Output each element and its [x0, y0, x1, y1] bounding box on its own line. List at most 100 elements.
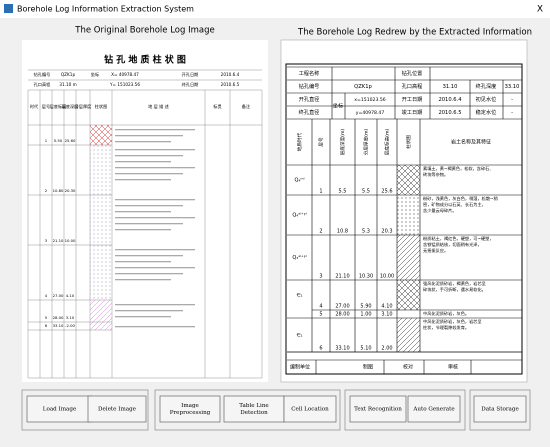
hatch — [90, 245, 112, 300]
hatch — [90, 145, 112, 195]
button-group — [344, 389, 466, 431]
column-header: 时代 — [30, 103, 39, 110]
desc-scribble — [115, 229, 171, 231]
layer-depth: 21.10 — [53, 238, 64, 243]
desc-scribble — [115, 179, 171, 181]
description: 砖块等杂物。 — [423, 171, 448, 178]
info-text: 开孔日期 — [182, 71, 199, 78]
description: 密，矿物成分以石英、长石为主， — [423, 201, 486, 208]
header-cell: 孔口高程 — [402, 82, 423, 90]
info-text: 孔口高程 — [34, 81, 52, 88]
desc-scribble — [115, 223, 183, 225]
column-header: 层号 — [319, 137, 325, 147]
description: 素填土，黄~褐黄色，松软，含碎石、 — [423, 165, 494, 172]
elevation: 20.3 — [381, 229, 392, 235]
desc-scribble — [115, 316, 171, 318]
header-cell: 钻孔编号 — [299, 82, 320, 90]
layer-no: 2 — [319, 229, 322, 235]
lithology-hatch — [397, 195, 420, 235]
column-header: 地 层 描 述 — [148, 103, 170, 110]
description: 柱状，节理裂隙较发育。 — [423, 324, 469, 331]
button-label: Cell Location — [291, 407, 329, 413]
column-header: 地质时代 — [296, 132, 303, 151]
button[interactable] — [283, 395, 337, 423]
thickness: 5.90 — [360, 304, 371, 310]
info-text: QZK1p — [61, 72, 76, 77]
layer-no: 4 — [45, 293, 48, 298]
description: 含铁锰质结核，切面稍有光泽， — [423, 241, 482, 248]
header-cell: 钻孔位置 — [402, 69, 423, 77]
info-text: Y= 151023.56 — [109, 82, 140, 87]
button-label: Detection — [240, 410, 268, 416]
thickness: 10.30 — [359, 274, 373, 280]
title-bar — [0, 0, 550, 18]
column-header: 层底标高 — [50, 103, 67, 110]
layer-no: 6 — [45, 323, 48, 328]
header-cell: 坐标 — [333, 102, 343, 110]
header-cell: 工程名称 — [299, 69, 320, 77]
window-title: Borehole Log Information Extraction Syst… — [17, 5, 194, 14]
description: 粉质粘土，褐红色，硬塑，可~硬塑， — [423, 235, 494, 242]
footer-cell: 审核 — [448, 364, 458, 371]
elevation: 10.00 — [380, 274, 394, 280]
thickness: 5.10 — [360, 346, 371, 352]
column-header: 层号 — [42, 104, 50, 110]
button-group — [469, 389, 531, 431]
description: 无摇振反应。 — [423, 247, 448, 254]
header-cell: 开孔直径 — [299, 95, 320, 103]
button[interactable] — [349, 395, 407, 423]
description: 中风化泥质砂岩，灰色。 — [423, 310, 469, 317]
layer-depth: 5.50 — [54, 138, 63, 143]
layer-elev: 10.00 — [65, 238, 76, 243]
button[interactable] — [159, 395, 221, 423]
header-cell: QZK1p — [354, 84, 372, 90]
hatch — [90, 322, 112, 330]
app-icon — [4, 4, 13, 13]
era: ∈₁ — [296, 293, 302, 299]
depth: 28.00 — [335, 312, 349, 318]
button-label: Text Recognition — [354, 407, 402, 413]
depth: 27.00 — [335, 304, 349, 310]
layer-no: 1 — [45, 138, 48, 143]
hatch — [90, 195, 112, 245]
close-button[interactable]: X — [537, 5, 543, 15]
button[interactable] — [473, 395, 527, 423]
info-text: 坐标 — [91, 71, 99, 78]
button[interactable] — [407, 395, 461, 423]
info-text: 终孔日期 — [182, 81, 199, 88]
desc-scribble — [115, 326, 195, 328]
column-header: 层底深度 — [62, 103, 80, 110]
description: 碎块状，手可折断，遇水易软化。 — [423, 286, 486, 293]
right-panel-title: The Borehole Log Redrew by the Extracted… — [297, 28, 532, 38]
column-header: 标贯 — [213, 103, 221, 110]
column-header: 层底深度(m) — [339, 129, 346, 156]
button-label: Table Line — [239, 403, 269, 409]
layer-depth: 33.10 — [53, 323, 64, 328]
desc-scribble — [115, 267, 195, 269]
button[interactable] — [223, 395, 285, 423]
column-header: 备注 — [242, 103, 251, 110]
desc-scribble — [115, 173, 183, 175]
layer-no: 2 — [45, 188, 48, 193]
description: 含少量云母碎片。 — [423, 207, 457, 214]
button-label: Delete Image — [98, 407, 137, 413]
left-panel-title: The Original Borehole Log Image — [74, 26, 214, 36]
thickness: 5.5 — [362, 189, 370, 195]
thickness: 5.3 — [362, 229, 370, 235]
layer-no: 6 — [319, 346, 322, 352]
era: Q₄ᵃˡ⁺ᵖˡ — [292, 213, 307, 219]
layer-elev: 3.10 — [66, 315, 75, 320]
header-cell: - — [511, 110, 513, 116]
header-cell: y=40978.47 — [356, 110, 385, 116]
elevation: 25.6 — [381, 189, 392, 195]
description: 中风化泥质砂岩，灰色，岩芯呈 — [423, 318, 482, 325]
button[interactable] — [87, 395, 147, 423]
desc-scribble — [115, 217, 195, 219]
layer-no: 5 — [45, 315, 48, 320]
column-header: 分层厚度(m) — [363, 129, 370, 156]
button-label: Image — [181, 403, 199, 409]
header-cell: 终孔深度 — [476, 82, 497, 90]
button-label: Auto Generate — [412, 407, 455, 413]
header-cell: 开工日期 — [402, 96, 423, 103]
info-text: X= 40978.47 — [111, 72, 139, 77]
